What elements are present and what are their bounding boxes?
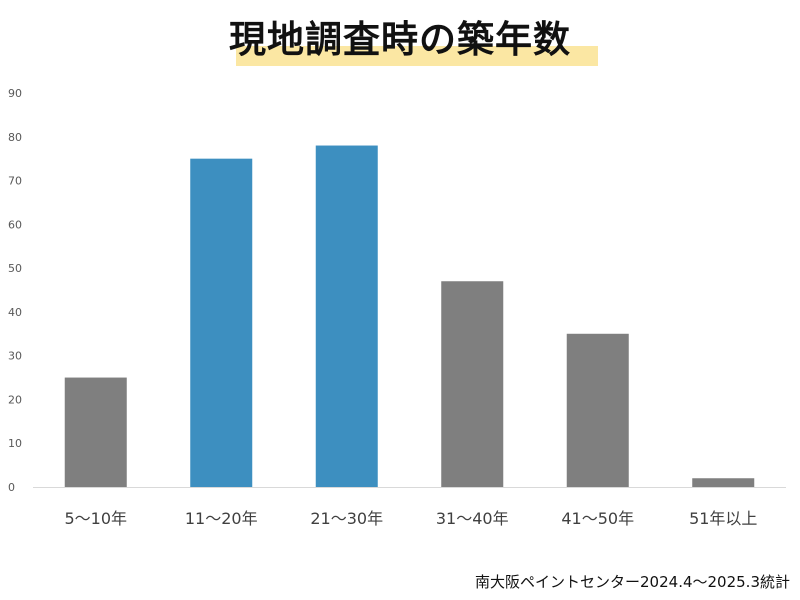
x-tick-label: 41～50年 (561, 509, 634, 528)
y-tick-label: 20 (8, 393, 22, 406)
bar-4 (566, 333, 629, 487)
bar-2 (315, 145, 378, 488)
x-tick-label: 11～20年 (185, 509, 258, 528)
x-tick-label: 31～40年 (436, 509, 509, 528)
y-tick-label: 90 (8, 87, 22, 100)
bar-1 (190, 158, 253, 487)
x-tick-label: 21～30年 (310, 509, 383, 528)
y-tick-label: 60 (8, 218, 22, 231)
title-area: 現地調査時の築年数 (0, 8, 800, 66)
chart-title: 現地調査時の築年数 (229, 18, 571, 61)
x-tick-label: 5～10年 (64, 509, 127, 528)
y-tick-label: 70 (8, 175, 22, 188)
y-tick-label: 30 (8, 350, 22, 363)
y-tick-label: 40 (8, 306, 22, 319)
source-note: 南大阪ペイントセンター2024.4～2025.3統計 (475, 573, 790, 591)
x-axis-labels: 5～10年 11～20年 21～30年 31～40年 41～50年 51年以上 (64, 509, 757, 528)
y-tick-label: 10 (8, 437, 22, 450)
y-tick-label: 80 (8, 131, 22, 144)
y-tick-label: 50 (8, 262, 22, 275)
bars (64, 145, 755, 488)
title-highlight-band (236, 46, 598, 66)
y-axis-ticks: 0 10 20 30 40 50 60 70 80 90 (8, 87, 22, 494)
bar-0 (64, 377, 127, 487)
bar-5 (692, 478, 755, 487)
y-tick-label: 0 (8, 481, 15, 494)
x-tick-label: 51年以上 (689, 509, 757, 528)
bar-3 (441, 281, 504, 487)
